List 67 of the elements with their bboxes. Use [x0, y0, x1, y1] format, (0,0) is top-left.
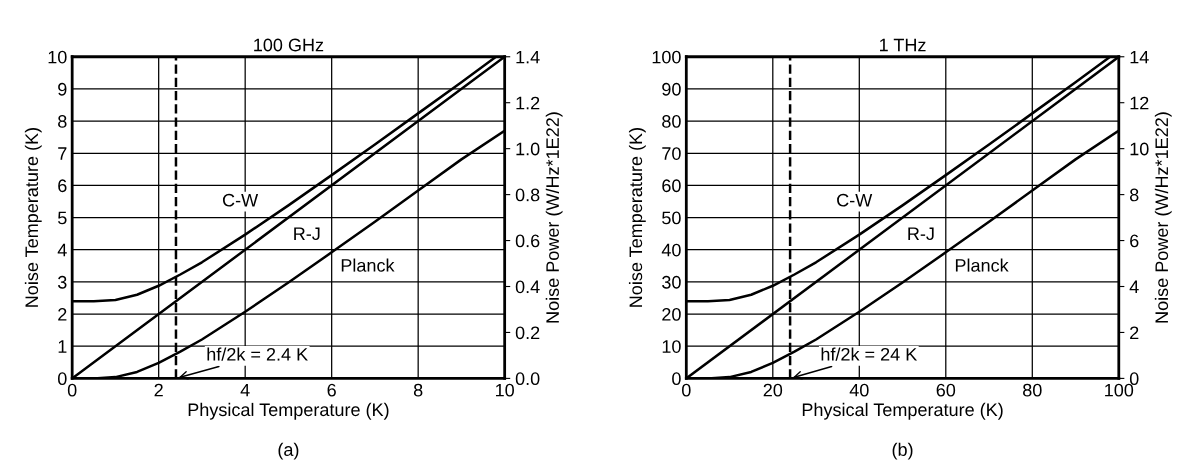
y2-tick-label: 4	[1129, 280, 1139, 294]
y-tick-label: 20	[662, 308, 681, 321]
x-tick-label: 40	[849, 383, 869, 397]
y-tick-label: 60	[662, 179, 681, 193]
y-tick-label: 9	[58, 82, 67, 96]
y-tick-label: 1	[58, 340, 67, 353]
x-tick-label: 4	[240, 383, 250, 397]
x-tick-label: 100	[1105, 383, 1134, 397]
y-tick-label: 10	[48, 50, 67, 64]
x-tick-label: 2	[154, 383, 163, 397]
series-label: R-J	[908, 227, 934, 241]
x-tick-label: 10	[496, 383, 514, 397]
y-axis-title: Noise Temperature (K)	[24, 128, 42, 307]
y2-tick-label: 12	[1130, 96, 1149, 110]
y2-tick-label: 0.2	[515, 326, 540, 340]
y-tick-label: 5	[58, 211, 67, 225]
y2-tick-label: 2	[1130, 326, 1139, 339]
y2-tick-label: 14	[1130, 50, 1149, 64]
x-tick-label: 0	[67, 383, 77, 397]
y-axis-title: Noise Temperature (K)	[628, 128, 646, 307]
y-tick-label: 6	[58, 179, 67, 193]
y-tick-label: 3	[57, 275, 67, 289]
x-axis-title: Physical Temperature (K)	[802, 402, 1003, 420]
y-tick-label: 40	[661, 243, 681, 257]
y-tick-label: 70	[662, 147, 681, 160]
y-tick-label: 0	[57, 372, 67, 386]
annotation: hf/2k = 2.4 K	[207, 347, 308, 361]
y2-tick-label: 1.0	[516, 142, 540, 156]
y-tick-label: 7	[58, 147, 67, 160]
x-tick-label: 80	[1023, 383, 1042, 397]
y2-tick-label: 0.4	[515, 280, 540, 294]
series-label: C-W	[222, 193, 259, 207]
x-tick-label: 20	[763, 383, 783, 397]
series-label: Planck	[341, 258, 395, 272]
y-tick-label: 30	[662, 275, 681, 289]
y2-tick-label: 10	[1130, 142, 1149, 156]
text: (a)	[278, 442, 299, 460]
y-tick-label: 0	[672, 372, 681, 386]
y-tick-label: 50	[662, 211, 681, 225]
y2-axis-title: Noise Power (W/Hz*1E22)	[1154, 112, 1172, 323]
annotation: hf/2k = 24 K	[821, 347, 918, 361]
y-tick-label: 80	[662, 115, 681, 128]
text: (b)	[892, 442, 913, 460]
y-tick-label: 90	[662, 82, 681, 96]
y2-axis-title: Noise Power (W/Hz*1E22)	[545, 112, 563, 323]
y2-tick-label: 1.2	[516, 96, 540, 110]
x-tick-label: 6	[327, 383, 336, 397]
y-tick-label: 4	[57, 243, 67, 257]
x-tick-label: 8	[413, 383, 423, 397]
y2-tick-label: 6	[1130, 234, 1139, 248]
y2-tick-label: 0.6	[515, 234, 540, 248]
y-tick-label: 100	[652, 50, 681, 64]
x-tick-label: 60	[936, 383, 956, 397]
y2-tick-label: 0.8	[515, 188, 540, 202]
chart-title: 100 GHz	[254, 38, 324, 52]
x-tick-label: 0	[681, 383, 691, 397]
chart-title: 1 THz	[880, 38, 926, 52]
y2-tick-label: 8	[1129, 188, 1139, 202]
y2-tick-label: 1.4	[516, 50, 540, 64]
series-label: Planck	[955, 258, 1009, 272]
series-label: C-W	[837, 193, 873, 207]
y-tick-label: 10	[662, 340, 681, 353]
y2-tick-label: 0.0	[515, 372, 540, 386]
y-tick-label: 8	[58, 115, 67, 128]
series-label: R-J	[294, 227, 320, 241]
x-axis-title: Physical Temperature (K)	[188, 402, 389, 420]
y-tick-label: 2	[58, 308, 67, 321]
